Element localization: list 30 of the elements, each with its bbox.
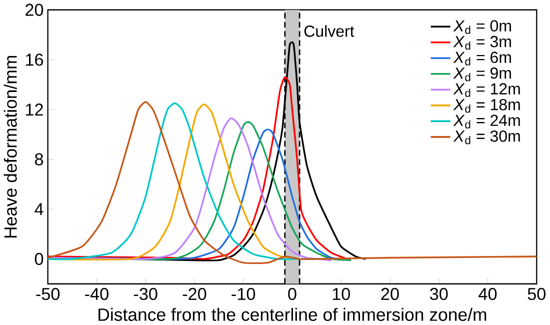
x-tick-label: 50 xyxy=(528,288,546,300)
y-tick-label: 16 xyxy=(26,54,44,66)
x-tick-label: -50 xyxy=(36,288,60,300)
x-tick-label: 10 xyxy=(332,288,350,300)
x-tick-label: -40 xyxy=(85,288,108,300)
legend-label: X$_{d}$ = 30m xyxy=(453,130,520,144)
y-tick-label: 12 xyxy=(26,104,43,116)
y-axis-title: Heave deformation/mm xyxy=(4,56,17,238)
y-tick-label: 0 xyxy=(34,253,44,266)
legend-label: X$_{d}$ = 3m xyxy=(453,36,511,50)
x-tick-label: 40 xyxy=(478,288,497,300)
x-tick-label: -10 xyxy=(232,288,256,300)
y-tick-label: 4 xyxy=(34,203,44,216)
y-tick-label: 8 xyxy=(34,153,44,166)
legend-label: X$_{d}$ = 0m xyxy=(453,20,511,34)
legend-label: X$_{d}$ = 12m xyxy=(453,83,520,98)
band-label: Culvert xyxy=(304,25,354,38)
legend-label: X$_{d}$ = 9m xyxy=(453,68,511,82)
x-tick-label: 20 xyxy=(381,288,399,300)
x-axis-title: Distance from the centerline of immersion zone/m xyxy=(98,308,486,322)
x-tick-label: 30 xyxy=(430,288,448,300)
line-series xyxy=(48,101,537,264)
legend-label: X$_{d}$ = 24m xyxy=(453,114,520,129)
x-tick-label: -30 xyxy=(134,288,158,300)
line-series xyxy=(48,76,352,262)
x-tick-label: 0 xyxy=(288,288,296,300)
y-tick-label: 20 xyxy=(26,4,44,16)
x-tick-label: -20 xyxy=(182,288,206,300)
legend-label: X$_{d}$ = 18m xyxy=(453,99,520,113)
legend-label: X$_{d}$ = 6m xyxy=(453,52,511,66)
